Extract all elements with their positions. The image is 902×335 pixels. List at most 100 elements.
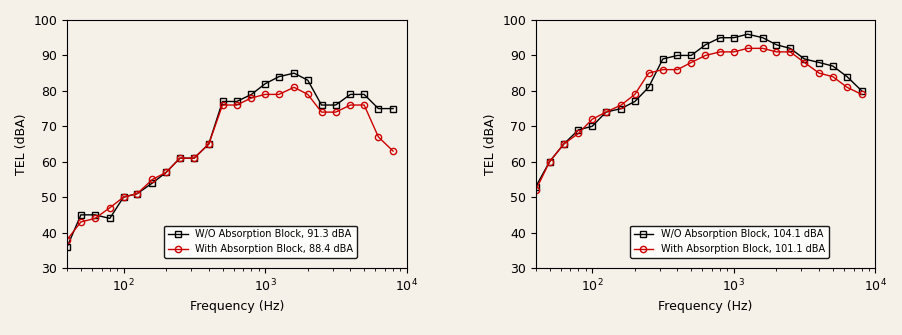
With Absorption Block, 88.4 dBA bbox=[345, 103, 356, 107]
W/O Absorption Block, 91.3 dBA bbox=[132, 192, 143, 196]
W/O Absorption Block, 104.1 dBA bbox=[558, 142, 569, 146]
W/O Absorption Block, 91.3 dBA bbox=[359, 92, 370, 96]
W/O Absorption Block, 104.1 dBA bbox=[742, 32, 753, 36]
W/O Absorption Block, 104.1 dBA bbox=[601, 110, 612, 114]
Line: W/O Absorption Block, 91.3 dBA: W/O Absorption Block, 91.3 dBA bbox=[64, 70, 396, 250]
With Absorption Block, 101.1 dBA bbox=[814, 71, 824, 75]
With Absorption Block, 101.1 dBA bbox=[601, 110, 612, 114]
With Absorption Block, 101.1 dBA bbox=[700, 53, 711, 57]
Line: W/O Absorption Block, 104.1 dBA: W/O Absorption Block, 104.1 dBA bbox=[533, 31, 865, 190]
With Absorption Block, 88.4 dBA bbox=[260, 92, 271, 96]
With Absorption Block, 101.1 dBA bbox=[643, 71, 654, 75]
Legend: W/O Absorption Block, 104.1 dBA, With Absorption Block, 101.1 dBA: W/O Absorption Block, 104.1 dBA, With Ab… bbox=[630, 225, 829, 258]
W/O Absorption Block, 104.1 dBA bbox=[856, 89, 867, 93]
With Absorption Block, 88.4 dBA bbox=[132, 192, 143, 196]
W/O Absorption Block, 104.1 dBA bbox=[616, 107, 627, 111]
With Absorption Block, 101.1 dBA bbox=[856, 92, 867, 96]
With Absorption Block, 88.4 dBA bbox=[373, 135, 383, 139]
With Absorption Block, 101.1 dBA bbox=[714, 50, 725, 54]
W/O Absorption Block, 104.1 dBA bbox=[799, 57, 810, 61]
W/O Absorption Block, 91.3 dBA bbox=[203, 142, 214, 146]
W/O Absorption Block, 91.3 dBA bbox=[302, 78, 313, 82]
With Absorption Block, 101.1 dBA bbox=[672, 68, 683, 72]
W/O Absorption Block, 91.3 dBA bbox=[61, 245, 72, 249]
With Absorption Block, 101.1 dBA bbox=[742, 46, 753, 50]
W/O Absorption Block, 104.1 dBA bbox=[729, 36, 740, 40]
Y-axis label: TEL (dBA): TEL (dBA) bbox=[15, 113, 28, 175]
With Absorption Block, 88.4 dBA bbox=[217, 103, 228, 107]
X-axis label: Frequency (Hz): Frequency (Hz) bbox=[189, 300, 284, 313]
With Absorption Block, 88.4 dBA bbox=[302, 92, 313, 96]
W/O Absorption Block, 91.3 dBA bbox=[246, 92, 257, 96]
W/O Absorption Block, 91.3 dBA bbox=[260, 82, 271, 86]
With Absorption Block, 88.4 dBA bbox=[388, 149, 399, 153]
With Absorption Block, 101.1 dBA bbox=[785, 50, 796, 54]
W/O Absorption Block, 91.3 dBA bbox=[231, 99, 242, 104]
With Absorption Block, 88.4 dBA bbox=[89, 216, 100, 220]
W/O Absorption Block, 91.3 dBA bbox=[388, 107, 399, 111]
W/O Absorption Block, 91.3 dBA bbox=[147, 181, 158, 185]
With Absorption Block, 88.4 dBA bbox=[76, 220, 87, 224]
With Absorption Block, 101.1 dBA bbox=[530, 188, 541, 192]
With Absorption Block, 101.1 dBA bbox=[827, 75, 838, 79]
W/O Absorption Block, 91.3 dBA bbox=[273, 75, 284, 79]
W/O Absorption Block, 91.3 dBA bbox=[345, 92, 356, 96]
W/O Absorption Block, 104.1 dBA bbox=[658, 57, 668, 61]
With Absorption Block, 101.1 dBA bbox=[658, 68, 668, 72]
With Absorption Block, 101.1 dBA bbox=[758, 46, 769, 50]
W/O Absorption Block, 104.1 dBA bbox=[700, 43, 711, 47]
W/O Absorption Block, 91.3 dBA bbox=[189, 156, 199, 160]
W/O Absorption Block, 104.1 dBA bbox=[686, 53, 696, 57]
W/O Absorption Block, 104.1 dBA bbox=[714, 36, 725, 40]
W/O Absorption Block, 104.1 dBA bbox=[842, 75, 852, 79]
W/O Absorption Block, 91.3 dBA bbox=[76, 213, 87, 217]
W/O Absorption Block, 104.1 dBA bbox=[785, 46, 796, 50]
With Absorption Block, 101.1 dBA bbox=[686, 61, 696, 65]
With Absorption Block, 88.4 dBA bbox=[316, 110, 327, 114]
With Absorption Block, 88.4 dBA bbox=[118, 195, 129, 199]
W/O Absorption Block, 91.3 dBA bbox=[118, 195, 129, 199]
With Absorption Block, 88.4 dBA bbox=[289, 85, 299, 89]
With Absorption Block, 88.4 dBA bbox=[147, 178, 158, 182]
With Absorption Block, 88.4 dBA bbox=[174, 156, 185, 160]
Legend: W/O Absorption Block, 91.3 dBA, With Absorption Block, 88.4 dBA: W/O Absorption Block, 91.3 dBA, With Abs… bbox=[164, 225, 357, 258]
With Absorption Block, 88.4 dBA bbox=[189, 156, 199, 160]
With Absorption Block, 101.1 dBA bbox=[573, 131, 584, 135]
W/O Absorption Block, 91.3 dBA bbox=[316, 103, 327, 107]
W/O Absorption Block, 104.1 dBA bbox=[758, 36, 769, 40]
W/O Absorption Block, 104.1 dBA bbox=[827, 64, 838, 68]
With Absorption Block, 88.4 dBA bbox=[246, 96, 257, 100]
With Absorption Block, 88.4 dBA bbox=[359, 103, 370, 107]
With Absorption Block, 88.4 dBA bbox=[161, 170, 171, 174]
W/O Absorption Block, 91.3 dBA bbox=[289, 71, 299, 75]
With Absorption Block, 101.1 dBA bbox=[630, 92, 640, 96]
Y-axis label: TEL (dBA): TEL (dBA) bbox=[483, 113, 497, 175]
W/O Absorption Block, 104.1 dBA bbox=[544, 160, 555, 164]
W/O Absorption Block, 91.3 dBA bbox=[161, 170, 171, 174]
With Absorption Block, 101.1 dBA bbox=[587, 117, 598, 121]
With Absorption Block, 101.1 dBA bbox=[616, 103, 627, 107]
W/O Absorption Block, 91.3 dBA bbox=[217, 99, 228, 104]
With Absorption Block, 88.4 dBA bbox=[203, 142, 214, 146]
W/O Absorption Block, 104.1 dBA bbox=[814, 61, 824, 65]
W/O Absorption Block, 91.3 dBA bbox=[105, 216, 115, 220]
W/O Absorption Block, 91.3 dBA bbox=[373, 107, 383, 111]
Line: With Absorption Block, 101.1 dBA: With Absorption Block, 101.1 dBA bbox=[533, 45, 865, 193]
With Absorption Block, 88.4 dBA bbox=[231, 103, 242, 107]
W/O Absorption Block, 104.1 dBA bbox=[587, 124, 598, 128]
W/O Absorption Block, 104.1 dBA bbox=[643, 85, 654, 89]
With Absorption Block, 101.1 dBA bbox=[558, 142, 569, 146]
Line: With Absorption Block, 88.4 dBA: With Absorption Block, 88.4 dBA bbox=[64, 84, 396, 243]
W/O Absorption Block, 91.3 dBA bbox=[174, 156, 185, 160]
W/O Absorption Block, 104.1 dBA bbox=[771, 43, 782, 47]
X-axis label: Frequency (Hz): Frequency (Hz) bbox=[658, 300, 753, 313]
With Absorption Block, 88.4 dBA bbox=[273, 92, 284, 96]
With Absorption Block, 101.1 dBA bbox=[729, 50, 740, 54]
W/O Absorption Block, 104.1 dBA bbox=[573, 128, 584, 132]
With Absorption Block, 88.4 dBA bbox=[330, 110, 341, 114]
W/O Absorption Block, 104.1 dBA bbox=[530, 185, 541, 189]
W/O Absorption Block, 104.1 dBA bbox=[672, 53, 683, 57]
W/O Absorption Block, 91.3 dBA bbox=[89, 213, 100, 217]
With Absorption Block, 88.4 dBA bbox=[61, 238, 72, 242]
With Absorption Block, 101.1 dBA bbox=[799, 61, 810, 65]
